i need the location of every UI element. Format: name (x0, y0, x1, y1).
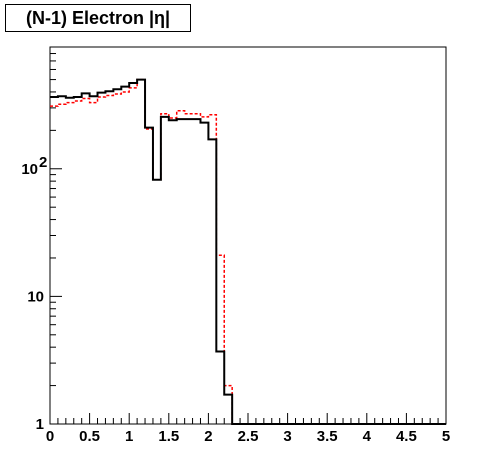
chart-title: (N-1) Electron |η| (25, 7, 171, 28)
series-layer (50, 78, 446, 425)
y-tick-label: 10 (21, 161, 38, 178)
x-tick-label: 5 (442, 428, 450, 445)
chart-title-box: (N-1) Electron |η| (5, 4, 191, 32)
plot-frame (49, 46, 447, 425)
y-tick-label: 1 (36, 416, 44, 433)
x-tick-label: 3.5 (317, 428, 338, 445)
x-tick-label: 1 (125, 428, 133, 445)
y-tick-label: 10 (27, 288, 44, 305)
x-tick-label: 4.5 (396, 428, 417, 445)
y-tick-exponent: 2 (39, 154, 47, 171)
x-tick-label: 1.5 (158, 428, 179, 445)
x-tick-label: 0 (46, 428, 54, 445)
x-tick-label: 4 (363, 428, 372, 445)
x-tick-label: 3 (283, 428, 291, 445)
series-0-line (50, 78, 446, 425)
series-1-line (50, 78, 446, 425)
x-tick-label: 2.5 (238, 428, 259, 445)
x-tick-label: 2 (204, 428, 212, 445)
axes (49, 46, 447, 425)
x-tick-label: 0.5 (79, 428, 100, 445)
